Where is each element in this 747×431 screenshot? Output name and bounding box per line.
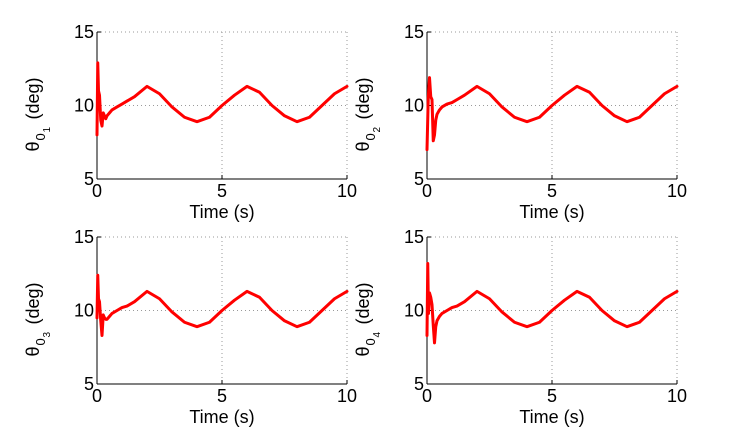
x-tick-label: 10	[667, 386, 687, 406]
x-tick-label: 5	[217, 386, 227, 406]
y-label-subsubscript: 2	[372, 127, 383, 133]
y-tick-label: 5	[84, 374, 94, 394]
y-label-theta: θ	[23, 141, 43, 151]
y-axis-label: θ02 (deg)	[353, 77, 383, 151]
y-tick-label: 15	[74, 22, 94, 42]
y-label-subsubscript: 4	[372, 332, 383, 338]
y-tick-label: 15	[404, 227, 424, 247]
y-label-theta: θ	[353, 346, 373, 356]
y-tick-label: 5	[84, 169, 94, 189]
y-tick-label: 15	[404, 22, 424, 42]
y-tick-label: 10	[74, 301, 94, 321]
x-tick-label: 10	[667, 181, 687, 201]
series-line	[425, 76, 679, 152]
y-label-unit: (deg)	[353, 77, 373, 119]
x-tick-label: 5	[547, 386, 557, 406]
y-tick-label: 5	[414, 169, 424, 189]
y-label-unit: (deg)	[353, 282, 373, 324]
x-tick-label: 10	[337, 386, 357, 406]
x-tick-label: 0	[92, 181, 102, 201]
x-tick-label: 0	[422, 181, 432, 201]
y-label-theta: θ	[353, 141, 373, 151]
y-label-subscript: 0	[33, 133, 48, 140]
y-tick-label: 10	[74, 96, 94, 116]
y-label-theta: θ	[23, 346, 43, 356]
series-line	[95, 61, 349, 137]
y-axis-label: θ03 (deg)	[23, 282, 53, 356]
x-tick-label: 10	[337, 181, 357, 201]
y-axis-label: θ01 (deg)	[23, 77, 53, 151]
x-tick-label: 5	[217, 181, 227, 201]
x-axis-label: Time (s)	[189, 407, 254, 427]
y-label-subscript: 0	[33, 338, 48, 345]
y-label-subscript: 0	[363, 338, 378, 345]
y-label-unit: (deg)	[23, 77, 43, 119]
x-tick-label: 0	[92, 386, 102, 406]
series-line	[425, 261, 679, 345]
y-label-subsubscript: 3	[42, 332, 53, 338]
y-tick-label: 10	[404, 96, 424, 116]
y-label-subsubscript: 1	[42, 127, 53, 133]
y-tick-label: 10	[404, 301, 424, 321]
y-axis-label: θ04 (deg)	[353, 282, 383, 356]
y-tick-label: 5	[414, 374, 424, 394]
y-tick-label: 15	[74, 227, 94, 247]
y-label-unit: (deg)	[23, 282, 43, 324]
x-axis-label: Time (s)	[189, 202, 254, 222]
series-line	[95, 273, 349, 337]
x-tick-label: 5	[547, 181, 557, 201]
x-axis-label: Time (s)	[519, 202, 584, 222]
x-tick-label: 0	[422, 386, 432, 406]
y-label-subscript: 0	[363, 133, 378, 140]
x-axis-label: Time (s)	[519, 407, 584, 427]
